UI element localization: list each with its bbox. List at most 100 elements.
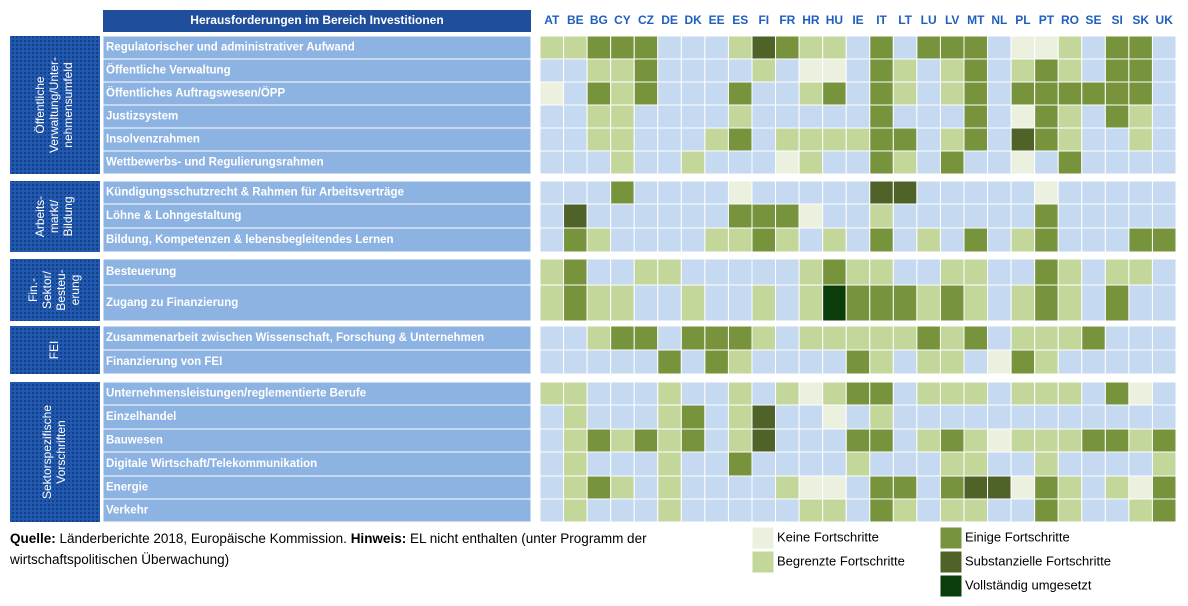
- cell: [633, 428, 659, 453]
- cell: [680, 58, 706, 83]
- cell: [539, 349, 565, 375]
- cell: [727, 404, 753, 430]
- cell: [892, 428, 918, 453]
- cell: [633, 381, 659, 406]
- cell: [798, 203, 824, 229]
- country-label: AT: [544, 13, 560, 27]
- cell: [845, 81, 871, 106]
- cell: [798, 404, 824, 430]
- group-box: [10, 382, 100, 522]
- cell: [680, 104, 706, 129]
- cell: [939, 150, 965, 175]
- group-label: nehmensumfeld: [61, 62, 75, 147]
- cell: [892, 227, 918, 253]
- row-label: Verkehr: [106, 505, 149, 517]
- cell: [892, 325, 918, 351]
- cell: [987, 35, 1012, 60]
- cell: [1151, 127, 1177, 152]
- group-label: Verwaltung/Unter-: [47, 57, 61, 153]
- cell: [610, 180, 635, 205]
- cell: [798, 498, 824, 523]
- cell: [892, 381, 918, 406]
- cell: [704, 58, 729, 83]
- cell: [1128, 227, 1153, 253]
- cell: [1034, 404, 1059, 430]
- row-label: Löhne & Lohngestaltung: [106, 210, 241, 222]
- country-label: LU: [921, 13, 937, 27]
- cell: [680, 127, 706, 152]
- cell: [987, 325, 1012, 351]
- cell: [633, 81, 659, 106]
- cell: [1128, 150, 1153, 175]
- cell: [1010, 451, 1036, 477]
- cell: [845, 475, 871, 500]
- cell: [822, 258, 847, 286]
- cell: [987, 127, 1012, 152]
- cell: [892, 150, 918, 175]
- country-label: HR: [802, 13, 820, 27]
- row-label: Energie: [106, 482, 148, 494]
- cell: [539, 104, 565, 129]
- cell: [1010, 349, 1036, 375]
- cell: [1104, 428, 1130, 453]
- cell: [751, 475, 777, 500]
- cell: [1151, 81, 1177, 106]
- cell: [963, 498, 989, 523]
- cell: [963, 404, 989, 430]
- cell: [1104, 150, 1130, 175]
- cell: [822, 104, 847, 129]
- cell: [610, 35, 635, 60]
- cell: [610, 258, 635, 286]
- row-label: Digitale Wirtschaft/Telekommunikation: [106, 458, 317, 470]
- cell: [892, 104, 918, 129]
- cell: [1010, 475, 1036, 500]
- cell: [751, 127, 777, 152]
- cell: [1128, 381, 1153, 406]
- cell: [1104, 498, 1130, 523]
- row-label: Öffentliche Verwaltung: [106, 64, 231, 77]
- cell: [869, 127, 894, 152]
- cell: [704, 81, 729, 106]
- cell: [704, 381, 729, 406]
- cell: [892, 258, 918, 286]
- cell: [892, 498, 918, 523]
- cell: [563, 227, 588, 253]
- cell: [610, 284, 635, 322]
- cell: [704, 284, 729, 322]
- cell: [1128, 451, 1153, 477]
- cell: [586, 81, 612, 106]
- cell: [1034, 58, 1059, 83]
- cell: [775, 150, 800, 175]
- cell: [1104, 349, 1130, 375]
- cell: [751, 258, 777, 286]
- cell: [586, 258, 612, 286]
- cell: [1034, 428, 1059, 453]
- cell: [610, 150, 635, 175]
- cell: [845, 451, 871, 477]
- cell: [563, 203, 588, 229]
- cell: [845, 284, 871, 322]
- cell: [869, 325, 894, 351]
- cell: [892, 284, 918, 322]
- cell: [798, 150, 824, 175]
- cell: [1128, 258, 1153, 286]
- cell: [892, 451, 918, 477]
- country-label: FI: [758, 13, 769, 27]
- row-label: Einzelhandel: [106, 411, 176, 423]
- cell: [1034, 325, 1059, 351]
- cell: [563, 349, 588, 375]
- cell: [633, 180, 659, 205]
- cell: [916, 150, 941, 175]
- group-box: [10, 36, 100, 174]
- cell: [939, 498, 965, 523]
- cell: [987, 284, 1012, 322]
- cell: [1151, 498, 1177, 523]
- cell: [1057, 428, 1083, 453]
- cell: [704, 35, 729, 60]
- cell: [798, 325, 824, 351]
- row-label-bg: [102, 349, 532, 375]
- country-label: BE: [567, 13, 584, 27]
- cell: [539, 498, 565, 523]
- legend-swatch: [939, 526, 963, 550]
